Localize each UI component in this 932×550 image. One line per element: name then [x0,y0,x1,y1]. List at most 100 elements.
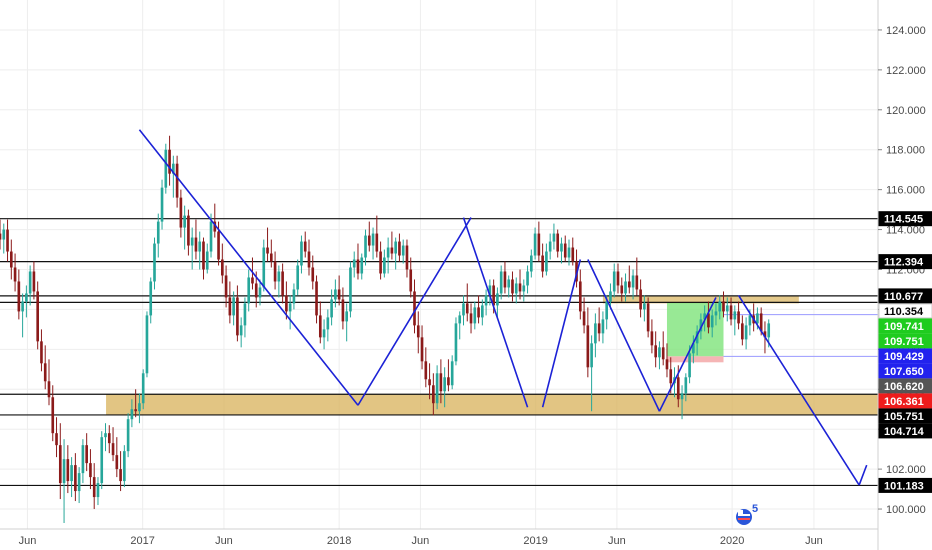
trade-target-box[interactable] [666,302,724,357]
candle[interactable] [360,253,364,280]
candle[interactable] [435,365,439,410]
candle[interactable] [567,239,571,266]
candle[interactable] [522,279,526,302]
candle[interactable] [77,467,81,504]
candle[interactable] [303,231,307,258]
candle[interactable] [285,281,288,320]
candle[interactable] [594,313,597,358]
candle[interactable] [367,221,371,252]
candles-layer[interactable] [0,135,771,524]
candle[interactable] [130,399,134,428]
candle[interactable] [654,331,657,368]
candle[interactable] [247,269,251,312]
candle[interactable] [394,237,397,270]
candle[interactable] [9,239,13,280]
candle[interactable] [43,345,47,390]
candle[interactable] [484,289,488,316]
trade-stop-box[interactable] [666,356,724,363]
candle[interactable] [537,221,541,262]
candle[interactable] [13,253,17,292]
candle[interactable] [473,301,477,330]
candle[interactable] [424,347,428,388]
time-axis[interactable]: Jun 2017 Jun 2018 Jun 2019 Jun 2020 Jun [19,535,823,547]
candle[interactable] [107,425,111,454]
candle[interactable] [281,263,284,304]
candle[interactable] [586,307,590,378]
candle[interactable] [526,265,529,294]
candle[interactable] [507,275,511,298]
candle[interactable] [514,277,518,304]
trend-line[interactable] [737,295,860,486]
candle[interactable] [243,297,247,338]
candle[interactable] [624,273,627,302]
candle[interactable] [292,283,296,310]
candle[interactable] [145,311,149,378]
candle[interactable] [548,233,552,260]
candle[interactable] [454,317,458,366]
candle[interactable] [100,431,104,490]
candle[interactable] [563,235,567,262]
candle[interactable] [58,423,62,500]
candle[interactable] [352,251,356,278]
candle[interactable] [552,223,556,250]
candle[interactable] [639,279,642,318]
candle[interactable] [40,329,43,372]
trend-line[interactable] [138,129,359,406]
candle[interactable] [398,233,401,262]
candle[interactable] [315,275,318,324]
candle[interactable] [530,249,533,278]
candle[interactable] [462,295,465,326]
candle[interactable] [32,261,36,300]
candle[interactable] [386,237,390,274]
candle[interactable] [25,285,28,318]
candle[interactable] [349,261,352,318]
candle[interactable] [439,359,443,404]
candle[interactable] [228,281,232,324]
candle[interactable] [187,209,190,256]
candle[interactable] [578,269,582,320]
trend-line[interactable] [587,259,661,412]
candle[interactable] [104,423,107,452]
candle[interactable] [239,317,243,348]
candle[interactable] [488,279,492,306]
candle[interactable] [635,257,639,296]
candle[interactable] [311,255,315,290]
candle[interactable] [62,439,66,524]
candle[interactable] [601,311,605,344]
candle[interactable] [213,203,217,238]
candle[interactable] [590,335,593,412]
candle[interactable] [661,331,665,366]
candle[interactable] [300,235,303,274]
candle[interactable] [533,227,537,260]
candle[interactable] [85,433,88,472]
candle[interactable] [111,427,115,462]
candle[interactable] [428,363,431,400]
candle[interactable] [684,373,688,402]
candle[interactable] [119,451,122,492]
candle[interactable] [134,389,137,418]
candle[interactable] [556,229,560,258]
candle[interactable] [737,301,740,330]
candle[interactable] [582,297,586,334]
candle[interactable] [627,265,631,294]
candle[interactable] [341,287,345,330]
candle[interactable] [571,237,575,266]
candle[interactable] [379,241,382,280]
candle[interactable] [55,417,58,458]
candle[interactable] [371,227,375,260]
candle[interactable] [123,445,126,488]
candle[interactable] [0,219,2,250]
candle[interactable] [650,319,654,354]
candle[interactable] [156,213,160,258]
candle[interactable] [733,305,737,336]
flag-icon[interactable]: 5 [736,503,758,525]
candle[interactable] [729,297,733,326]
candle[interactable] [458,311,462,340]
candle[interactable] [205,243,209,274]
candle[interactable] [307,239,311,276]
candle[interactable] [326,309,330,342]
candle[interactable] [126,413,130,458]
candle[interactable] [296,259,300,296]
candle[interactable] [172,155,175,198]
